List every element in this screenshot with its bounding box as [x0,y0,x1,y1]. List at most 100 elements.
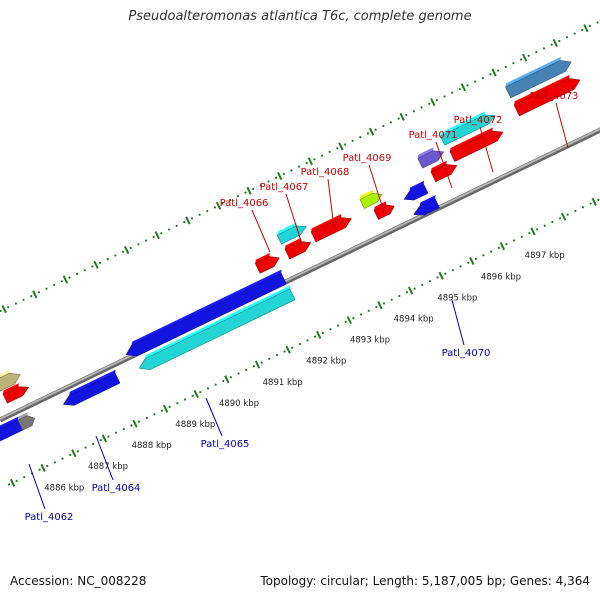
major-tick [560,212,567,221]
rail-dot [359,136,362,139]
rail-dot [259,184,262,187]
major-tick [132,419,138,428]
rail-dot [428,280,432,283]
gene-label: Patl_4062 [25,512,74,523]
major-tick [338,142,344,151]
rail-dot [566,213,569,216]
callout-line [251,209,271,253]
callout-line [95,435,114,481]
rail-dot [565,36,569,39]
gene-reverse-5[interactable] [135,285,296,373]
rail-dot [45,287,48,290]
rail-dot [198,213,201,216]
rail-dot [344,320,347,323]
gene-body [403,183,429,201]
rail-dot [329,328,332,331]
gene-reverse-7[interactable] [410,195,441,219]
scale-label: 4890 kbp [219,399,259,409]
reverse-tick-rail [7,198,600,486]
forward-gene-callout[interactable]: Patl_4068 [301,167,350,229]
callout-line [435,141,453,189]
gene-forward-3[interactable] [254,250,282,274]
major-tick [254,360,261,369]
gene-top-face [144,285,291,359]
gene-body [310,217,352,243]
scale-label: 4897 kbp [525,251,565,261]
reverse-gene-callout[interactable]: Patl_4062 [25,463,74,523]
gene-forward-13[interactable] [504,54,574,99]
gene-forward-14[interactable] [513,72,583,117]
gene-top-face [255,253,270,264]
forward-gene-callout[interactable]: Patl_4066 [220,198,271,253]
rail-dot [84,446,87,449]
rail-dot [366,132,370,135]
gene-reverse-3[interactable] [60,369,122,410]
major-tick [185,216,191,225]
gene-body [439,114,496,146]
forward-gene-callout[interactable]: Patl_4069 [343,153,392,213]
major-tick [307,157,313,166]
topology-text: Topology: circular; Length: 5,187,005 bp… [260,574,590,588]
rail-dot [214,383,217,386]
gene-forward-4[interactable] [276,219,309,245]
rail-dot [428,102,431,105]
gene-body [254,256,280,274]
rail-dot [535,228,539,231]
major-tick [399,112,405,121]
rail-dot [46,464,49,468]
forward-gene-callout[interactable]: Patl_4067 [260,182,309,245]
gene-forward-11[interactable] [439,108,497,146]
gene-top-face [440,111,486,137]
gene-body [125,272,287,357]
gene-body [449,130,504,162]
rail-dot [98,261,102,264]
forward-gene-callout[interactable]: Patl_4073 [530,91,579,149]
major-tick [124,245,130,255]
scale-label: 4889 kbp [175,420,215,430]
reverse-gene-callout[interactable]: Patl_4070 [442,299,491,359]
major-tick [377,301,383,310]
rail-dot [0,309,2,312]
rail-dot [528,232,531,235]
gene-body [513,78,581,117]
gene-top-face [277,222,297,236]
gene-forward-1[interactable] [0,367,23,394]
rail-dot [412,110,416,113]
rail-dot [542,47,546,50]
gene-label: Patl_4066 [220,198,269,209]
gene-forward-8[interactable] [373,199,397,220]
gene-reverse-6[interactable] [401,180,430,204]
gene-reverse-4[interactable] [122,269,288,360]
rail-dot [359,313,363,316]
gene-top-face [514,74,570,105]
major-tick [246,186,252,195]
rail-dot [558,39,561,43]
gene-forward-6[interactable] [310,211,354,243]
gene-top-face [0,369,11,383]
genome-backbone [0,128,600,420]
rail-dot [512,62,515,65]
rail-dot [175,224,178,227]
rail-dot [221,202,224,205]
rail-dot [489,73,492,76]
gene-forward-2[interactable] [2,380,31,404]
gene-forward-5[interactable] [284,235,314,260]
forward-gene-callout[interactable]: Patl_4072 [454,115,503,173]
major-tick [215,201,222,210]
rail-dot [581,28,584,31]
gene-reverse-1[interactable] [0,416,24,446]
scale-label: 4891 kbp [263,378,303,388]
major-tick [460,83,467,92]
rail-dot [436,276,439,279]
scale-label: 4894 kbp [394,314,434,324]
major-tick [40,463,46,473]
rail-dot [290,169,293,172]
gene-top-face [417,147,434,159]
forward-gene-callout[interactable]: Patl_4071 [409,130,458,189]
gene-top-face [430,160,447,172]
reverse-gene-callout[interactable]: Patl_4064 [92,435,141,494]
major-tick [9,478,16,487]
rail-dot [15,479,18,482]
reverse-gene-callout[interactable]: Patl_4065 [201,397,250,450]
gene-reverse-2[interactable] [17,411,37,431]
